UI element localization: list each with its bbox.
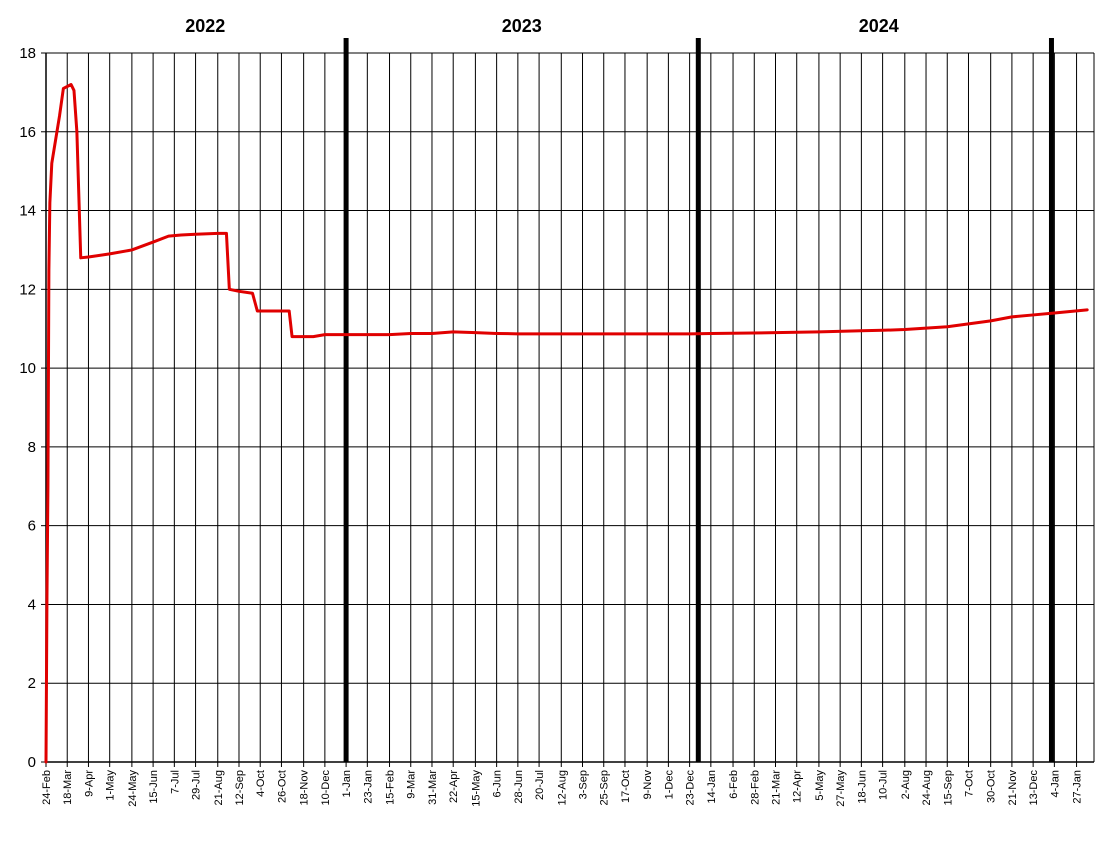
- x-tick-label: 28-Feb: [749, 770, 761, 805]
- x-tick-label: 23-Jan: [362, 770, 374, 804]
- series-layer: [44, 83, 1089, 764]
- x-tick-label: 14-Jan: [706, 770, 718, 804]
- grid-lines: [46, 52, 1094, 763]
- y-tick-label: 2: [28, 675, 36, 692]
- axes: [41, 52, 1095, 767]
- x-tick-label: 18-Nov: [299, 770, 311, 806]
- x-tick-label: 9-Apr: [83, 770, 95, 797]
- x-tick-label: 24-Aug: [921, 770, 933, 805]
- x-tick-label: 1-Jan: [341, 770, 353, 798]
- y-tick-label: 4: [28, 596, 36, 613]
- year-label: 2023: [502, 16, 542, 36]
- x-tick-label: 6-Feb: [728, 770, 740, 799]
- x-tick-label: 4-Oct: [255, 770, 267, 797]
- x-tick-label: 7-Oct: [963, 770, 975, 797]
- y-tick-label: 12: [19, 281, 36, 298]
- x-tick-label: 23-Dec: [685, 770, 697, 806]
- x-tick-label: 30-Oct: [986, 770, 998, 803]
- y-tick-label: 16: [19, 124, 36, 141]
- x-tick-label: 17-Oct: [620, 770, 632, 803]
- x-tick-label: 26-Oct: [276, 770, 288, 803]
- x-tick-label: 18-Jun: [856, 770, 868, 804]
- x-tick-label: 21-Aug: [213, 770, 225, 805]
- y-tick-label: 18: [19, 45, 36, 62]
- x-tick-label: 20-Jul: [534, 770, 546, 800]
- x-tick-label: 15-May: [470, 770, 482, 807]
- x-tick-label: 15-Jun: [148, 770, 160, 804]
- x-tick-label: 22-Apr: [448, 770, 460, 803]
- y-tick-label: 10: [19, 360, 36, 377]
- x-tick-label: 31-Mar: [427, 770, 439, 805]
- year-boundaries: [343, 38, 1054, 762]
- x-tick-label: 13-Dec: [1028, 770, 1040, 806]
- x-tick-label: 21-Nov: [1007, 770, 1019, 806]
- y-tick-label: 14: [19, 203, 36, 220]
- x-tick-label: 15-Feb: [385, 770, 397, 805]
- x-tick-label: 18-Mar: [62, 770, 74, 805]
- x-tick-label: 27-Jan: [1072, 770, 1084, 804]
- y-tick-label: 8: [28, 439, 36, 456]
- x-tick-label: 12-Aug: [556, 770, 568, 805]
- x-tick-label: 24-Feb: [41, 770, 53, 805]
- year-label: 2022: [185, 16, 225, 36]
- x-tick-label: 2-Aug: [900, 770, 912, 799]
- x-tick-label: 27-May: [835, 770, 847, 807]
- x-tick-label: 3-Sep: [578, 770, 590, 799]
- x-tick-label: 29-Jul: [191, 770, 203, 800]
- x-tick-label: 5-May: [814, 770, 826, 801]
- year-label: 2024: [859, 16, 899, 36]
- x-tick-label: 9-Mar: [406, 770, 418, 799]
- x-tick-label: 25-Sep: [599, 770, 611, 805]
- x-tick-label: 10-Jul: [878, 770, 890, 800]
- x-tick-label: 21-Mar: [770, 770, 782, 805]
- x-tick-label: 1-Dec: [663, 770, 675, 800]
- y-tick-label: 6: [28, 518, 36, 535]
- series-line: [44, 83, 1089, 764]
- tick-labels: 0 2 4 6 8 10 12 14 16 18 24-Feb 18-Mar 9-Apr 1-May 24-…: [19, 16, 1083, 807]
- x-tick-label: 12-Sep: [234, 770, 246, 805]
- x-tick-label: 12-Apr: [792, 770, 804, 803]
- x-tick-label: 1-May: [105, 770, 117, 801]
- x-tick-label: 6-Jun: [492, 770, 504, 798]
- x-tick-label: 24-May: [127, 770, 139, 807]
- x-tick-label: 7-Jul: [169, 770, 181, 794]
- y-tick-label: 0: [28, 754, 36, 771]
- x-tick-label: 4-Jan: [1049, 770, 1061, 798]
- x-tick-label: 10-Dec: [320, 770, 332, 806]
- x-tick-label: 9-Nov: [642, 770, 654, 800]
- x-tick-label: 28-Jun: [513, 770, 525, 804]
- x-tick-label: 15-Sep: [942, 770, 954, 805]
